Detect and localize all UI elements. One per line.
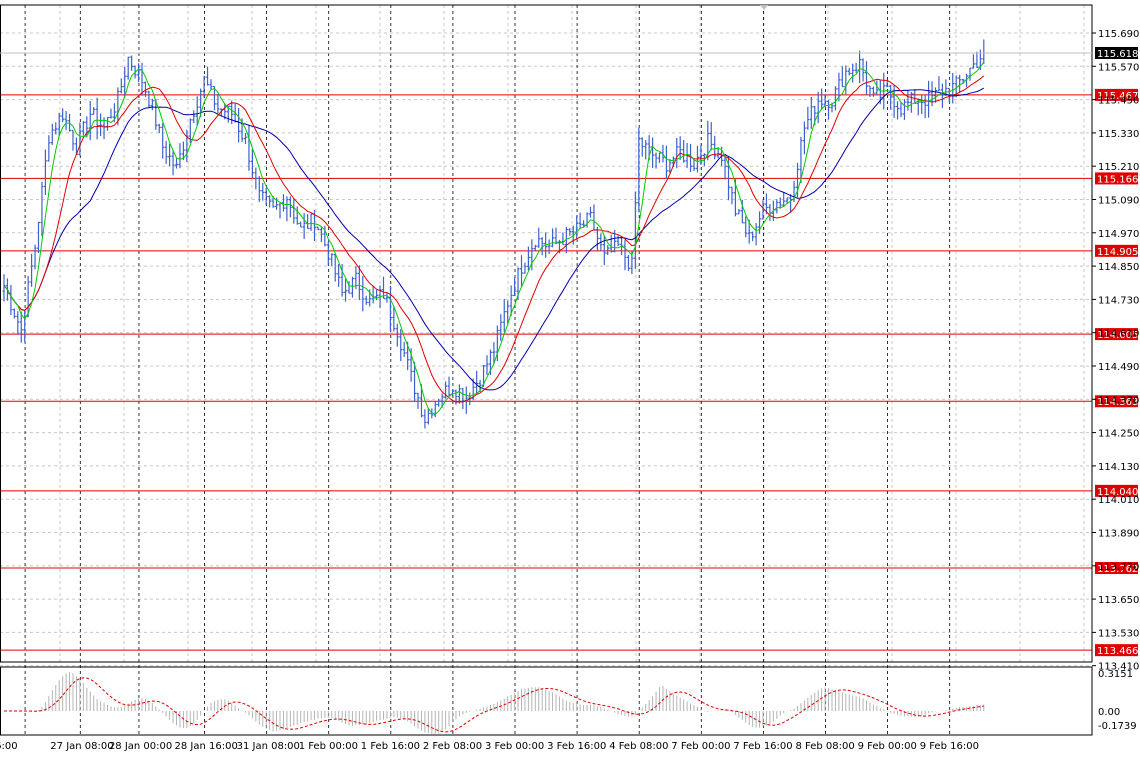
y-tick-label: 115.330 (1098, 129, 1139, 140)
x-tick-label: 9 Feb 00:00 (858, 741, 917, 752)
indicator-frame (0, 666, 1093, 736)
indicator-tick-label: -0.1739 (1098, 721, 1137, 732)
horizontal-levels: 115.467 115.166 114.905 114.605 114.363 114.0… (0, 88, 1138, 657)
y-tick-label: 115.690 (1098, 29, 1139, 40)
price-axis: 115.690 115.570 115.450 115.330 115.210 115.0… (0, 29, 1139, 732)
y-tick-label: 114.730 (1098, 295, 1139, 306)
chart-frame (0, 4, 1093, 736)
indicator-tick-label: 0.3151 (1098, 669, 1133, 680)
x-tick-label: 1 Feb 16:00 (361, 741, 420, 752)
level-label-bg (1095, 395, 1138, 408)
x-tick-label: 7 Feb 00:00 (671, 741, 730, 752)
ma-fast-line (3, 61, 985, 415)
x-tick-label: 9 Feb 16:00 (920, 741, 979, 752)
ma-mid-line (3, 75, 985, 403)
y-tick-label: 113.650 (1098, 595, 1139, 606)
y-tick-label: 114.850 (1098, 262, 1139, 273)
level-label-bg (1095, 328, 1138, 341)
level-label: 115.166 (1097, 174, 1138, 185)
y-tick-label: 114.610 (1098, 329, 1139, 340)
y-tick-label: 113.770 (1098, 562, 1139, 573)
level-label-bg (1095, 172, 1138, 185)
level-label: 114.905 (1097, 247, 1138, 258)
indicator-subwindow (4, 672, 985, 735)
level-label: 113.466 (1097, 646, 1138, 657)
level-label-bg (1095, 88, 1138, 101)
level-label: 113.762 (1097, 564, 1138, 575)
main-frame (0, 4, 1093, 663)
ma-slow-line (3, 87, 985, 391)
x-tick-label: 2 Feb 08:00 (423, 741, 482, 752)
y-tick-label: 114.970 (1098, 229, 1139, 240)
level-label: 114.363 (1097, 397, 1138, 408)
shift-marker-icon (760, 5, 768, 10)
x-tick-label: 8 Feb 08:00 (796, 741, 855, 752)
y-tick-label: 115.210 (1098, 162, 1139, 173)
y-tick-label: 115.090 (1098, 196, 1139, 207)
level-label-bg (1095, 484, 1138, 497)
grid (0, 5, 1092, 667)
period-separators (24, 5, 951, 735)
x-tick-label: 28 Jan 00:00 (109, 741, 172, 752)
y-tick-label: 114.490 (1098, 362, 1139, 373)
y-tick-label: 114.130 (1098, 462, 1139, 473)
x-tick-label: 3 Feb 00:00 (485, 741, 544, 752)
x-tick-label: 27 Jan 08:00 (50, 741, 113, 752)
y-tick-label: 113.890 (1098, 529, 1139, 540)
x-tick-label: 7 Feb 16:00 (733, 741, 792, 752)
level-label-bg (1095, 244, 1138, 257)
level-label: 115.467 (1097, 91, 1138, 102)
level-label: 114.605 (1097, 330, 1138, 341)
level-label: 114.040 (1097, 487, 1138, 498)
level-label-bg (1095, 562, 1138, 575)
x-tick-label: 6:00 (0, 741, 18, 752)
x-tick-label: 28 Jan 16:00 (175, 741, 238, 752)
x-tick-label: 31 Jan 08:00 (237, 741, 300, 752)
y-tick-label: 114.250 (1098, 429, 1139, 440)
y-tick-label: 115.570 (1098, 62, 1139, 73)
level-label-bg (1095, 644, 1138, 657)
current-price-bg (1095, 46, 1138, 59)
x-tick-label: 1 Feb 00:00 (299, 741, 358, 752)
x-tick-label: 4 Feb 08:00 (609, 741, 668, 752)
current-price-label: 115.618 (1097, 49, 1138, 60)
x-tick-label: 3 Feb 16:00 (547, 741, 606, 752)
y-tick-label: 115.450 (1098, 96, 1139, 107)
y-tick-label: 113.530 (1098, 628, 1139, 639)
y-tick-label: 114.370 (1098, 395, 1139, 406)
moving-averages (3, 61, 985, 415)
indicator-tick-label: 0.00 (1098, 707, 1120, 718)
signal-line (4, 677, 984, 733)
y-tick-label: 113.410 (1098, 662, 1139, 673)
y-tick-label: 114.010 (1098, 495, 1139, 506)
